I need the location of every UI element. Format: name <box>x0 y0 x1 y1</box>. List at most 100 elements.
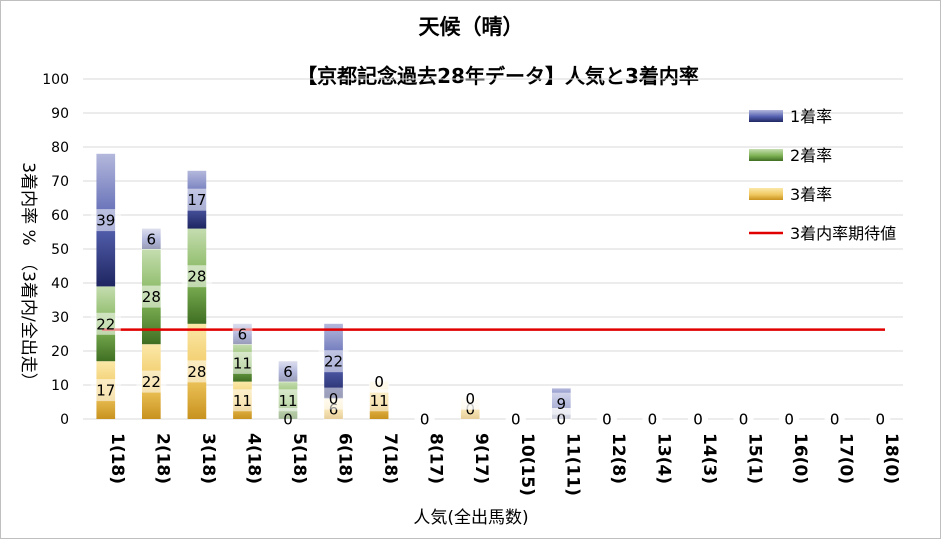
data-label: 0 <box>420 411 430 429</box>
data-label: 0 <box>739 411 749 429</box>
data-label: 0 <box>648 411 658 429</box>
data-label-bg <box>232 323 253 345</box>
x-tick-label: 1(18) <box>107 433 127 484</box>
data-label-bg <box>273 389 303 412</box>
legend-label: 1着率 <box>790 107 832 126</box>
x-tick-label: 2(18) <box>152 433 172 484</box>
y-tick-label: 50 <box>51 242 69 258</box>
data-label: 11 <box>233 354 252 372</box>
bars <box>96 153 571 419</box>
legend-label: 3着内率期待値 <box>790 224 896 243</box>
data-label: 11 <box>278 392 297 410</box>
x-tick-label: 12(8) <box>608 433 628 484</box>
data-label: 28 <box>187 268 206 286</box>
data-label-bg <box>369 370 390 393</box>
data-label-bg <box>90 379 121 402</box>
x-tick-label: 10(15) <box>517 433 537 496</box>
data-label-bg <box>505 408 526 430</box>
x-tick-label: 6(18) <box>335 433 355 484</box>
data-label: 0 <box>693 411 703 429</box>
data-label: 6 <box>283 363 293 381</box>
data-label: 0 <box>374 373 384 391</box>
legend-swatch <box>749 110 783 122</box>
y-tick-label: 100 <box>42 72 69 88</box>
legend: 1着率 2着率 3着率 3着内率期待値 <box>749 107 896 243</box>
x-tick-label: 11(11) <box>562 433 582 496</box>
data-label-bg <box>227 351 258 374</box>
x-tick-label: 4(18) <box>243 433 263 484</box>
data-label: 0 <box>511 411 521 429</box>
legend-swatch <box>749 188 783 200</box>
data-label-bg <box>870 408 891 430</box>
legend-label: 2着率 <box>790 146 832 165</box>
y-tick-label: 10 <box>51 378 69 394</box>
data-label-bg <box>596 408 617 430</box>
chart-title: 天候（晴） <box>419 15 524 39</box>
x-tick-label: 13(4) <box>653 433 673 484</box>
data-label-bg <box>227 389 258 412</box>
data-label: 9 <box>557 395 567 413</box>
data-label: 6 <box>238 326 248 344</box>
data-label-bg <box>90 209 121 232</box>
data-label-bg <box>460 387 481 410</box>
data-label: 28 <box>142 288 161 306</box>
data-label-bg <box>414 408 435 430</box>
data-label: 22 <box>142 373 161 391</box>
data-label-bg <box>278 408 298 430</box>
x-tick-label: 14(3) <box>699 433 719 484</box>
data-label: 0 <box>784 411 794 429</box>
data-label-bg <box>642 408 663 430</box>
y-tick-label: 60 <box>51 208 69 224</box>
data-label-bg <box>551 392 572 415</box>
data-label-bg <box>181 265 212 288</box>
y-tick-labels: 0 10 20 30 40 50 60 70 80 90 100 <box>42 72 69 428</box>
data-label: 0 <box>602 411 612 429</box>
data-label: 0 <box>329 390 339 408</box>
data-label: 11 <box>233 392 252 410</box>
data-label-bg <box>181 188 212 211</box>
y-tick-label: 40 <box>51 276 69 292</box>
data-label: 0 <box>465 390 475 408</box>
y-tick-label: 30 <box>51 310 69 326</box>
data-label-bg <box>824 408 845 430</box>
data-label-bg <box>136 370 167 393</box>
data-label: 22 <box>96 315 115 333</box>
data-label-bg <box>364 389 395 412</box>
x-tick-label: 8(17) <box>426 433 446 484</box>
data-label: 0 <box>283 411 293 429</box>
x-tick-label: 7(18) <box>380 433 400 484</box>
x-tick-label: 5(18) <box>289 433 309 484</box>
data-label: 0 <box>557 411 567 429</box>
data-label-bg <box>779 408 800 430</box>
data-label-bg <box>733 408 754 430</box>
data-label: 0 <box>875 411 885 429</box>
legend-label: 3着率 <box>790 185 832 204</box>
data-labels: 1722392228628281711116011660221100000000… <box>90 188 891 430</box>
data-label: 22 <box>324 353 343 371</box>
x-tick-label: 9(17) <box>471 433 491 484</box>
data-label: 0 <box>830 411 840 429</box>
data-label: 17 <box>187 191 206 209</box>
x-tick-label: 3(18) <box>198 433 218 484</box>
y-tick-label: 0 <box>60 412 69 428</box>
data-label: 39 <box>96 212 115 230</box>
data-label-bg <box>278 360 298 383</box>
y-axis-title: 3着内率 % （3着内/全出走） <box>18 162 38 389</box>
data-label: 6 <box>147 230 157 248</box>
legend-swatch <box>749 149 783 161</box>
x-tick-label: 15(1) <box>745 433 765 484</box>
y-tick-label: 80 <box>51 140 69 156</box>
x-tick-label: 18(0) <box>881 433 901 484</box>
y-tick-label: 70 <box>51 174 69 190</box>
y-tick-label: 20 <box>51 344 69 360</box>
y-tick-label: 90 <box>51 106 69 122</box>
data-label-bg <box>181 360 212 383</box>
data-label-bg <box>323 387 344 410</box>
data-label: 17 <box>96 382 115 400</box>
data-label-bg <box>141 227 162 250</box>
data-label-bg <box>136 285 167 308</box>
chart-subtitle: 【京都記念過去28年データ】人気と3着内率 <box>297 64 699 88</box>
data-label-bg <box>688 408 708 430</box>
